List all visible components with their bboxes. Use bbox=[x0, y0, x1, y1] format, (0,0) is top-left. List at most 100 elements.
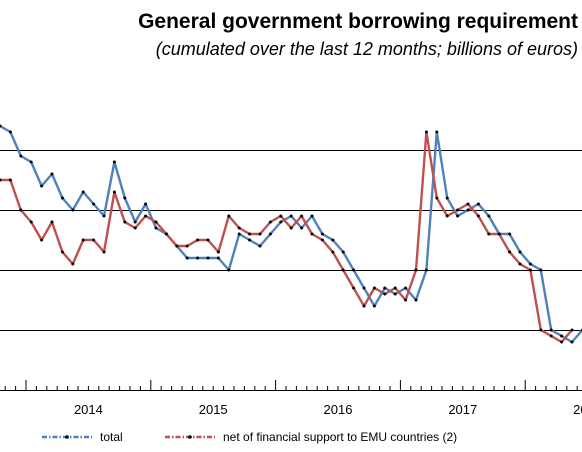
series-1-point-47 bbox=[487, 232, 491, 236]
series-1-point-37 bbox=[383, 292, 387, 296]
series-1-point-23 bbox=[237, 226, 241, 230]
series-0-point-42 bbox=[435, 130, 439, 134]
series-1-point-17 bbox=[175, 244, 179, 248]
series-0-point-14 bbox=[144, 202, 148, 206]
series-1-point-46 bbox=[476, 214, 480, 218]
series-1-point-1 bbox=[8, 178, 12, 182]
series-0-point-51 bbox=[528, 262, 532, 266]
series-1-point-50 bbox=[518, 262, 522, 266]
series-1-point-41 bbox=[424, 130, 428, 134]
series-0-point-8 bbox=[81, 190, 85, 194]
series-0-point-2 bbox=[19, 154, 23, 158]
series-0-point-1 bbox=[8, 130, 12, 134]
series-1-point-42 bbox=[435, 196, 439, 200]
series-1-point-18 bbox=[185, 244, 189, 248]
x-tick-label-2014: 2014 bbox=[74, 402, 103, 417]
series-1-point-54 bbox=[560, 340, 564, 344]
series-line-1 bbox=[0, 130, 573, 344]
series-layer bbox=[0, 124, 582, 344]
series-1-point-44 bbox=[456, 208, 460, 212]
series-1-point-9 bbox=[92, 238, 96, 242]
series-0-point-6 bbox=[60, 196, 64, 200]
legend-item-net[interactable]: net of financial support to EMU countrie… bbox=[165, 430, 457, 444]
series-1-point-45 bbox=[466, 202, 470, 206]
series-1-point-34 bbox=[352, 286, 356, 290]
series-0-point-3 bbox=[29, 160, 33, 164]
series-0-point-12 bbox=[123, 196, 127, 200]
series-1-point-14 bbox=[144, 214, 148, 218]
series-0-point-36 bbox=[372, 304, 376, 308]
series-0-point-18 bbox=[185, 256, 189, 260]
series-1-point-43 bbox=[445, 214, 449, 218]
series-1-point-12 bbox=[123, 220, 127, 224]
series-1-point-0 bbox=[0, 178, 2, 182]
series-0-point-29 bbox=[300, 226, 304, 230]
series-1-point-48 bbox=[497, 232, 501, 236]
series-0-point-26 bbox=[268, 232, 272, 236]
series-1-point-5 bbox=[50, 220, 54, 224]
series-1-point-8 bbox=[81, 238, 85, 242]
series-1-point-35 bbox=[362, 304, 366, 308]
series-0-point-20 bbox=[206, 256, 210, 260]
series-0-point-45 bbox=[466, 208, 470, 212]
series-0-point-47 bbox=[487, 214, 491, 218]
series-1-point-16 bbox=[164, 232, 168, 236]
series-0-point-46 bbox=[476, 202, 480, 206]
series-0-point-31 bbox=[320, 232, 324, 236]
series-0-point-27 bbox=[279, 220, 283, 224]
series-0-point-37 bbox=[383, 286, 387, 290]
series-1-point-52 bbox=[539, 328, 543, 332]
series-1-point-2 bbox=[19, 208, 23, 212]
series-1-point-3 bbox=[29, 220, 33, 224]
series-1-point-13 bbox=[133, 226, 137, 230]
series-0-point-38 bbox=[393, 292, 397, 296]
series-1-point-27 bbox=[279, 214, 283, 218]
series-1-point-30 bbox=[310, 232, 314, 236]
series-0-point-43 bbox=[445, 196, 449, 200]
series-0-point-54 bbox=[560, 334, 564, 338]
series-0-point-7 bbox=[71, 208, 75, 212]
series-0-point-5 bbox=[50, 172, 54, 176]
series-1-point-10 bbox=[102, 250, 106, 254]
series-0-point-35 bbox=[362, 286, 366, 290]
series-1-point-20 bbox=[206, 238, 210, 242]
series-1-point-49 bbox=[508, 250, 512, 254]
legend: total net of financial support to EMU co… bbox=[42, 430, 457, 444]
series-0-point-49 bbox=[508, 232, 512, 236]
series-0-point-0 bbox=[0, 124, 2, 128]
series-1-point-29 bbox=[300, 214, 304, 218]
legend-item-total[interactable]: total bbox=[42, 430, 123, 444]
series-1-point-24 bbox=[248, 232, 252, 236]
series-1-point-7 bbox=[71, 262, 75, 266]
series-1-point-21 bbox=[216, 250, 220, 254]
series-0-point-33 bbox=[341, 250, 345, 254]
legend-label-total: total bbox=[100, 430, 123, 444]
series-0-point-55 bbox=[570, 340, 574, 344]
legend-label-net: net of financial support to EMU countrie… bbox=[223, 430, 457, 444]
series-0-point-22 bbox=[227, 268, 231, 272]
x-tick-label-2017: 2017 bbox=[448, 402, 477, 417]
series-0-point-52 bbox=[539, 268, 543, 272]
series-0-point-23 bbox=[237, 232, 241, 236]
chart-title: General government borrowing requirement bbox=[138, 10, 578, 33]
series-1-point-31 bbox=[320, 238, 324, 242]
x-tick-labels: 2014 2015 2016 2017 2018 bbox=[74, 402, 582, 417]
series-0-point-41 bbox=[424, 268, 428, 272]
series-0 bbox=[0, 124, 582, 344]
series-0-point-11 bbox=[112, 160, 116, 164]
x-tick-label-2015: 2015 bbox=[199, 402, 228, 417]
series-0-point-9 bbox=[92, 202, 96, 206]
series-1-point-53 bbox=[549, 334, 553, 338]
series-0-point-24 bbox=[248, 238, 252, 242]
series-1-point-55 bbox=[570, 328, 574, 332]
series-1-point-4 bbox=[40, 238, 44, 242]
series-0-point-28 bbox=[289, 214, 293, 218]
series-1-point-15 bbox=[154, 220, 158, 224]
series-0-point-39 bbox=[404, 286, 408, 290]
series-1-point-40 bbox=[414, 268, 418, 272]
series-1-point-25 bbox=[258, 232, 262, 236]
series-1-point-11 bbox=[112, 190, 116, 194]
series-0-point-30 bbox=[310, 214, 314, 218]
series-0-point-32 bbox=[331, 238, 335, 242]
